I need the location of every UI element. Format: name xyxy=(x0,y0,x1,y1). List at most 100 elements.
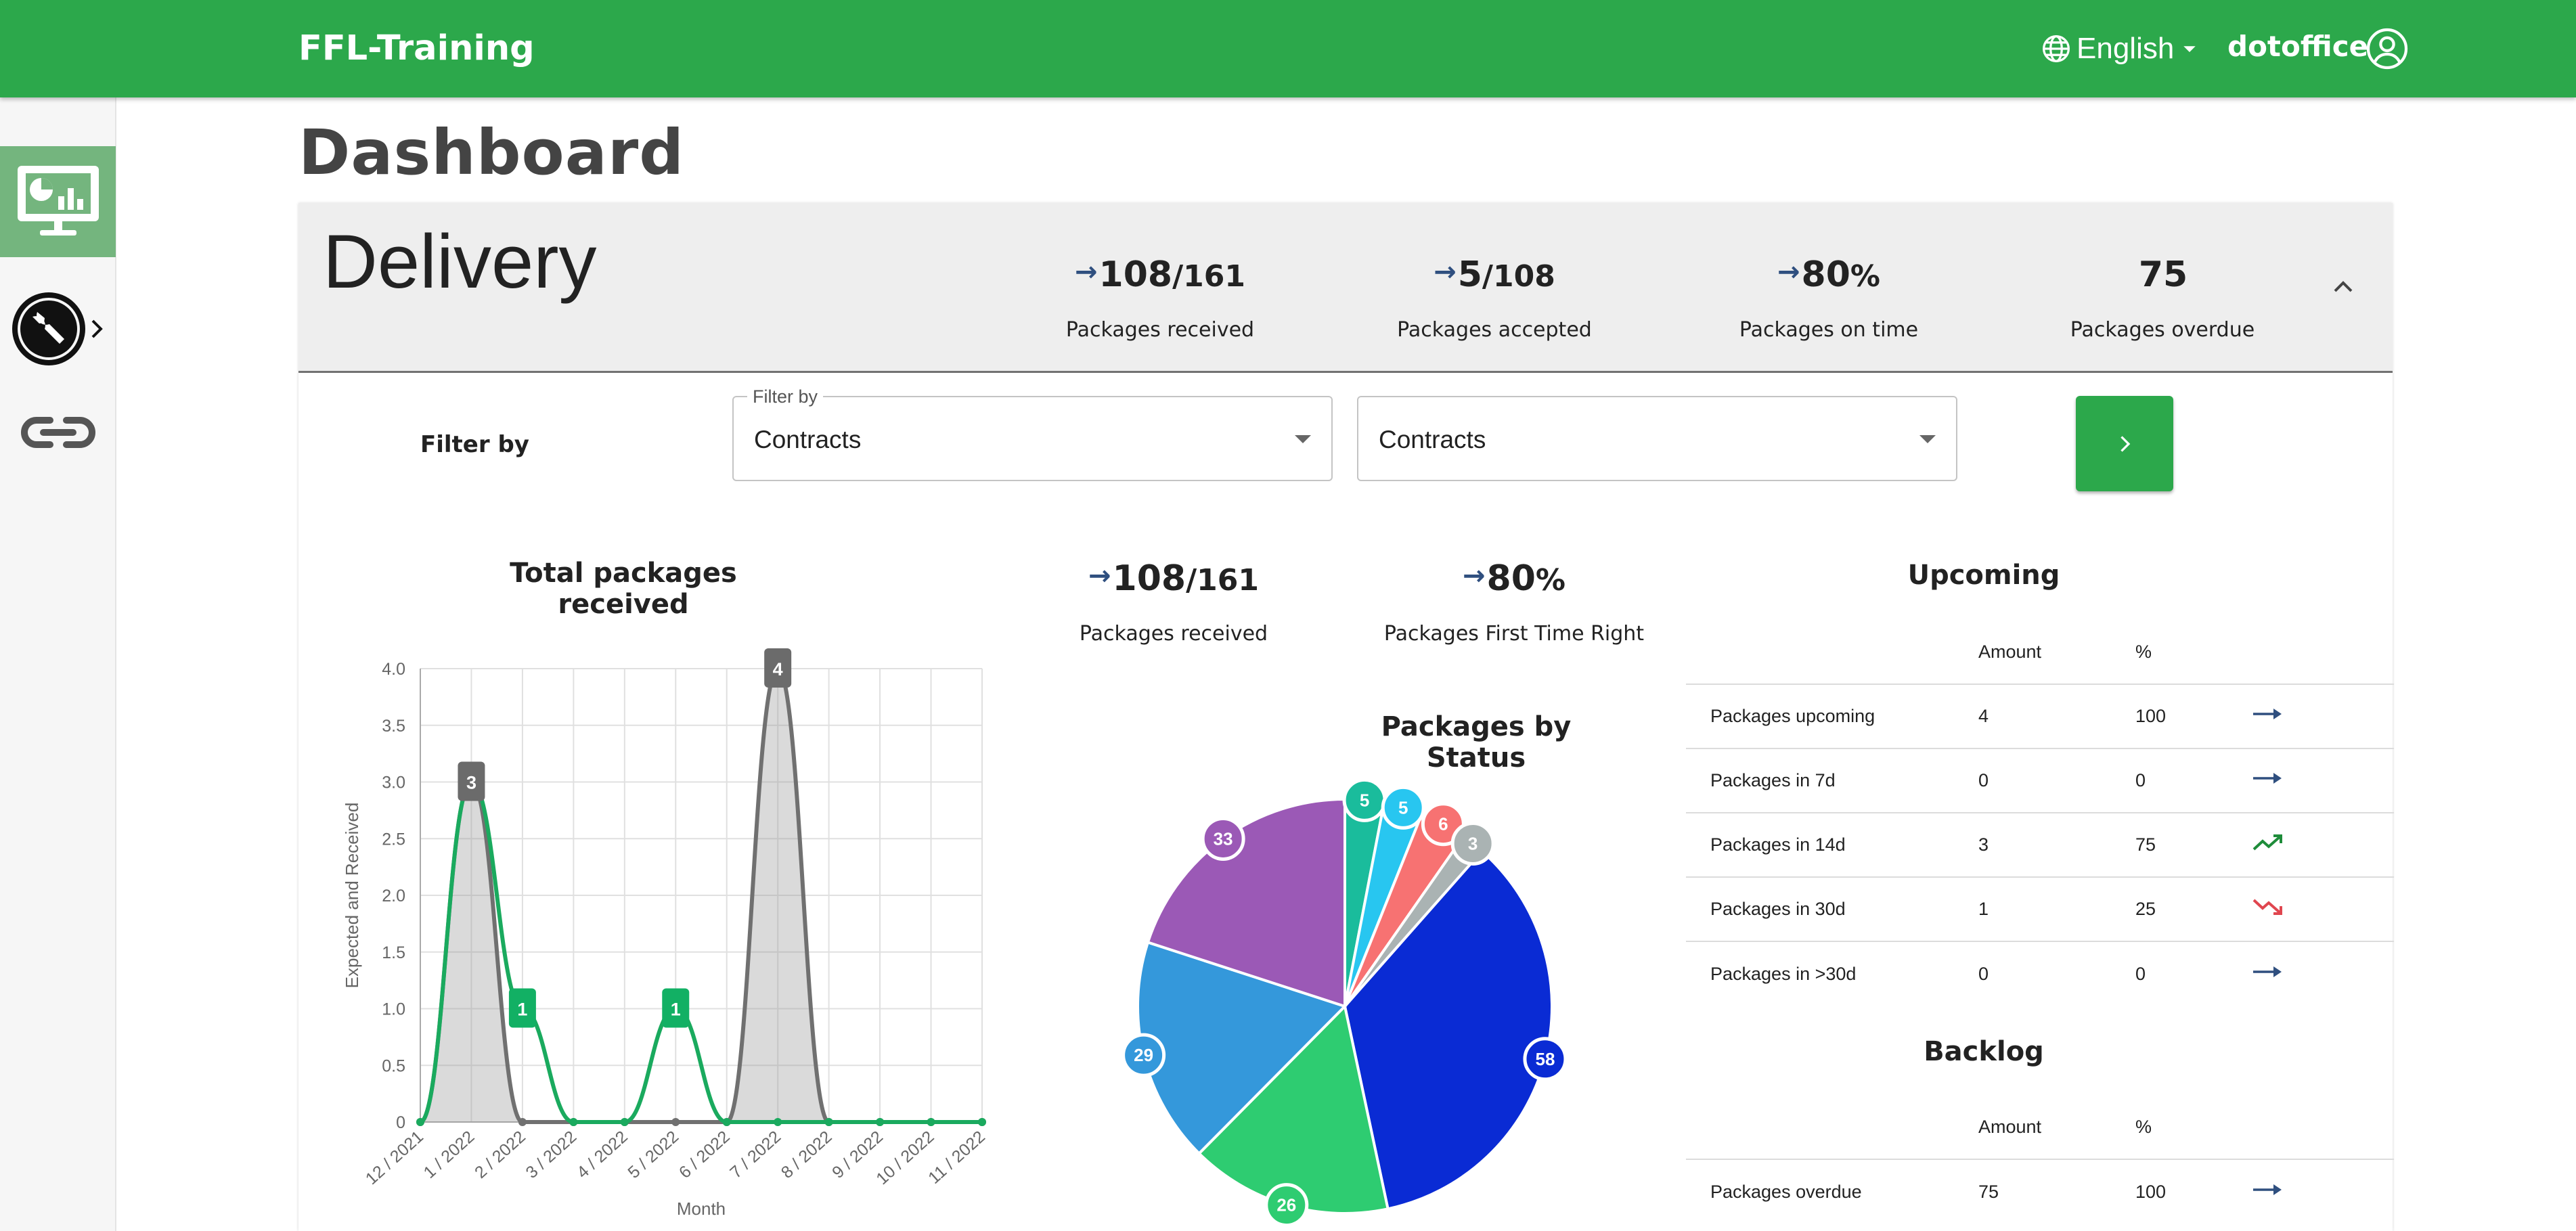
row-trend xyxy=(2252,684,2394,748)
sidebar-item-tools[interactable] xyxy=(0,273,116,384)
data-label-box xyxy=(458,761,485,801)
trend-flat-icon xyxy=(2253,966,2282,977)
data-point xyxy=(569,1118,578,1126)
language-selector[interactable]: English xyxy=(2041,28,2205,69)
pie-data-label: 3 xyxy=(1468,833,1478,853)
y-tick-label: 1.0 xyxy=(382,1000,405,1019)
pie-slice xyxy=(1343,812,1465,1008)
kpi-label: Packages on time xyxy=(1739,318,1919,342)
sidebar-item-dashboard[interactable] xyxy=(0,146,116,257)
data-label: 1 xyxy=(517,1000,527,1020)
trend-flat-icon xyxy=(2253,709,2282,719)
kpi-value: 75 xyxy=(2138,254,2188,295)
y-tick-label: 3.0 xyxy=(382,774,405,792)
delivery-title: Delivery xyxy=(323,219,597,304)
pie-slice xyxy=(1197,1003,1390,1215)
data-point xyxy=(824,1118,833,1126)
x-tick-label: 6 / 2022 xyxy=(675,1127,734,1182)
main-content: Filter by Filter by Contracts Contracts … xyxy=(298,373,2394,1231)
language-label: English xyxy=(2077,32,2175,65)
y-tick-label: 2.5 xyxy=(382,830,405,849)
pie-slice xyxy=(1343,849,1553,1211)
pie-slice xyxy=(1343,834,1484,1008)
x-tick-label: 1 / 2022 xyxy=(420,1127,479,1182)
pie-label-badge xyxy=(1342,778,1387,822)
kpi-packages-received: →108/161 Packages received xyxy=(1011,254,1309,342)
pie-slice xyxy=(1136,940,1348,1156)
data-point xyxy=(774,1118,782,1126)
trend-arrow-icon: → xyxy=(1777,256,1800,288)
chevron-right-icon xyxy=(91,319,103,338)
caret-down-icon xyxy=(1919,435,1936,443)
kpi-value: 80 xyxy=(1801,254,1850,295)
dashboard-monitor-icon xyxy=(17,166,99,236)
filter-label: Filter by xyxy=(420,431,529,458)
line-chart-title: Total packages received xyxy=(510,558,737,620)
sidebar-item-links[interactable] xyxy=(0,395,116,470)
data-label: 4 xyxy=(773,659,783,679)
brand-title[interactable]: FFL-Training xyxy=(298,28,535,68)
account-icon[interactable] xyxy=(2366,27,2409,70)
row-trend xyxy=(2252,748,2394,813)
top-bar: FFL-Training English dotoffice xyxy=(0,0,2576,97)
pie-data-label: 58 xyxy=(1535,1049,1555,1069)
pie-data-label: 6 xyxy=(1438,814,1448,834)
select-legend: Filter by xyxy=(747,386,824,407)
table-row: Packages in 30d 1 25 xyxy=(1686,876,2394,941)
row-percent: 0 xyxy=(2135,748,2252,813)
select-value: Contracts xyxy=(1379,426,1486,453)
row-percent: 100 xyxy=(2135,1159,2252,1224)
filter-select-contracts-2[interactable]: Contracts xyxy=(1357,396,1957,481)
column-header: % xyxy=(2135,641,2152,662)
row-label: Packages upcoming xyxy=(1686,684,1978,748)
kpi-sub: /108 xyxy=(1482,259,1555,294)
row-trend xyxy=(2252,1159,2394,1224)
chevron-right-icon xyxy=(2120,435,2131,452)
row-percent: 100 xyxy=(2135,684,2252,748)
pie-data-label: 26 xyxy=(1276,1195,1296,1215)
pie-slice xyxy=(1343,801,1424,1007)
series-area xyxy=(420,669,982,1122)
pie-data-label: 29 xyxy=(1134,1045,1153,1065)
summary-first-time-right: →80% Packages First Time Right xyxy=(1365,558,1663,646)
x-tick-label: 11 / 2022 xyxy=(925,1127,989,1188)
trend-down-icon xyxy=(2252,899,2282,915)
kpi-value: 108 xyxy=(1098,254,1173,295)
delivery-panel[interactable]: Delivery →108/161 Packages received →5/1… xyxy=(298,203,2393,373)
pie-label-badge xyxy=(1421,802,1465,847)
pie-chart-title: Packages by Status xyxy=(1381,711,1572,774)
x-tick-label: 5 / 2022 xyxy=(624,1127,682,1182)
x-tick-label: 3 / 2022 xyxy=(522,1127,580,1182)
row-amount: 0 xyxy=(1978,941,2135,1006)
chevron-up-icon[interactable] xyxy=(2324,268,2362,306)
filter-select-contracts[interactable]: Filter by Contracts xyxy=(732,386,1333,481)
apply-filter-button[interactable] xyxy=(2076,396,2173,491)
data-label: 3 xyxy=(466,773,476,793)
pie-data-label: 5 xyxy=(1360,790,1369,810)
data-label: 1 xyxy=(671,1000,681,1020)
y-tick-label: 4.0 xyxy=(382,660,405,679)
x-tick-label: 10 / 2022 xyxy=(872,1127,937,1189)
row-amount: 3 xyxy=(1978,812,2135,877)
row-amount: 4 xyxy=(1978,684,2135,748)
user-name[interactable]: dotoffice xyxy=(2227,30,2369,63)
trend-arrow-icon: → xyxy=(1088,560,1111,591)
row-label: Packages in 30d xyxy=(1686,876,1978,941)
pie-label-badge xyxy=(1201,816,1245,861)
trend-flat-icon xyxy=(2253,773,2282,784)
row-trend xyxy=(2252,812,2394,877)
link-icon xyxy=(20,417,95,448)
backlog-table: Amount % Packages overdue 75 100 xyxy=(1686,1095,2394,1224)
row-label: Packages in 14d xyxy=(1686,812,1978,877)
trend-up-icon xyxy=(2252,834,2282,851)
pie-label-badge xyxy=(1264,1183,1309,1228)
pie-label-badge xyxy=(1523,1037,1568,1081)
kpi-label: Packages received xyxy=(1065,318,1255,342)
x-tick-label: 8 / 2022 xyxy=(778,1127,836,1182)
kpi-label: Packages received xyxy=(1079,622,1268,646)
trend-arrow-icon: → xyxy=(1075,256,1098,288)
data-point xyxy=(671,1118,680,1126)
trend-arrow-icon: → xyxy=(1463,560,1486,591)
data-point xyxy=(620,1118,629,1126)
